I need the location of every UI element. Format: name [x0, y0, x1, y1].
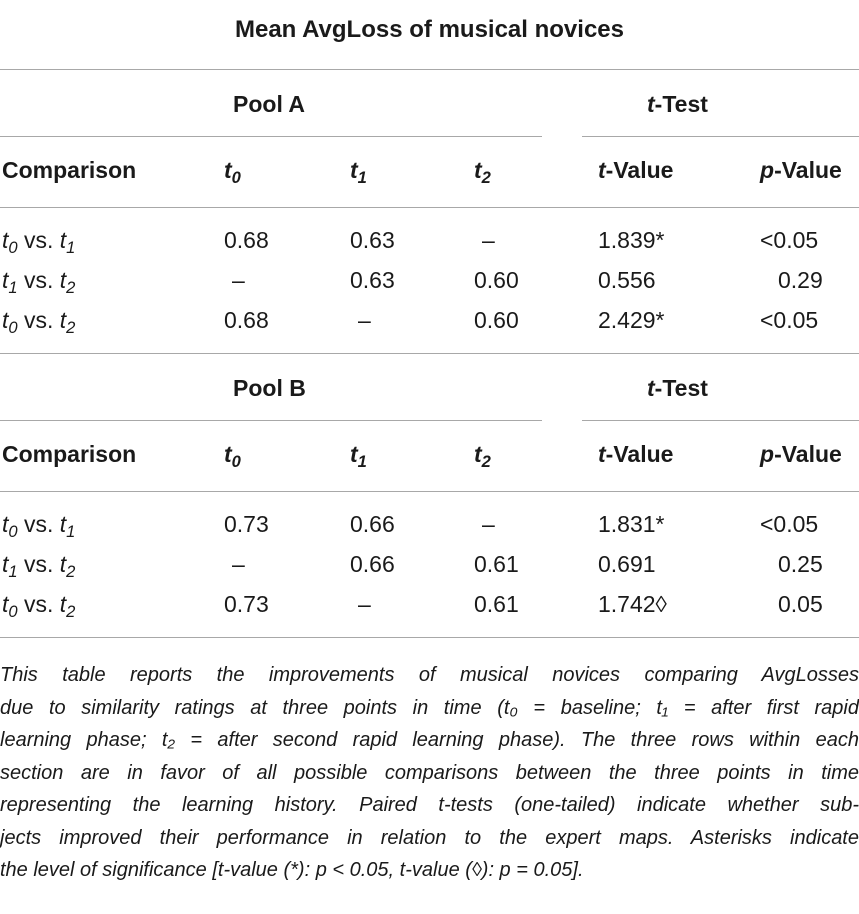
header-comparison: Comparison — [2, 157, 137, 183]
header-p-value: p-Value — [760, 441, 842, 467]
header-t1: t1 — [350, 157, 367, 187]
group-rule-right — [582, 420, 859, 421]
p-value-cell: 0.29 — [778, 267, 823, 293]
value-t2: – — [482, 511, 495, 537]
header-t0: t0 — [224, 441, 241, 471]
value-t0: 0.68 — [224, 307, 269, 333]
comparison-cell: t0 vs. t1 — [2, 511, 76, 541]
table-title: Mean AvgLoss of musical novices — [234, 16, 624, 43]
value-t2: 0.60 — [474, 267, 519, 293]
time-variable: t0 — [2, 307, 18, 337]
caption-line: This table reports the improvements of m… — [0, 664, 859, 686]
header-t2: t2 — [474, 157, 491, 187]
pool-label: Pool B — [233, 375, 306, 401]
value-t1: 0.63 — [350, 227, 395, 253]
section-bottom-rule — [0, 353, 859, 354]
header-rule — [0, 491, 859, 492]
value-t2: – — [482, 227, 495, 253]
value-t1: 0.66 — [350, 551, 395, 577]
time-variable: t2 — [59, 307, 76, 337]
header-t0: t0 — [224, 157, 241, 187]
p-value-cell: <0.05 — [760, 511, 819, 537]
t-value-cell: 1.839* — [598, 227, 665, 253]
header-comparison: Comparison — [2, 441, 137, 467]
t-value-cell: 1.742◊ — [598, 591, 667, 617]
time-variable: t2 — [59, 267, 76, 297]
comparison-cell: t0 vs. t1 — [2, 227, 76, 257]
header-t-value: t-Value — [598, 441, 674, 467]
header-t2: t2 — [474, 441, 491, 471]
test-label: t-Test — [647, 375, 708, 401]
value-t1: 0.66 — [350, 511, 395, 537]
comparison-cell: t1 vs. t2 — [2, 551, 76, 581]
caption-line: the level of significance [t-value (*): … — [0, 859, 584, 881]
caption-line: due to similarity ratings at three point… — [0, 696, 859, 719]
value-t0: 0.73 — [224, 591, 269, 617]
value-t1: – — [358, 591, 371, 617]
caption-line: learning phase; t₂ = after second rapid … — [0, 729, 859, 751]
value-t1: 0.63 — [350, 267, 395, 293]
t-value-cell: 2.429* — [598, 307, 665, 333]
header-t1: t1 — [350, 441, 367, 471]
value-t0: 0.73 — [224, 511, 269, 537]
t-value-cell: 1.831* — [598, 511, 665, 537]
time-variable: t2 — [59, 591, 76, 621]
t-value-cell: 0.691 — [598, 551, 656, 577]
time-variable: t0 — [2, 511, 18, 541]
section-bottom-rule — [0, 637, 859, 638]
value-t0: 0.68 — [224, 227, 269, 253]
caption-line: section are in favor of all possible com… — [0, 761, 859, 784]
p-value-cell: <0.05 — [760, 307, 819, 333]
group-rule-left — [0, 136, 542, 137]
value-t2: 0.61 — [474, 591, 519, 617]
title-rule — [0, 69, 859, 70]
time-variable: t1 — [59, 511, 76, 541]
caption-line: representing the learning history. Paire… — [0, 794, 859, 816]
time-variable: t1 — [2, 267, 18, 297]
pool-label: Pool A — [233, 91, 305, 117]
value-t2: 0.61 — [474, 551, 519, 577]
time-variable: t0 — [2, 591, 18, 621]
comparison-cell: t0 vs. t2 — [2, 591, 76, 621]
value-t0: – — [232, 551, 245, 577]
table-caption: This table reports the improvements of m… — [0, 659, 859, 887]
group-rule-right — [582, 136, 859, 137]
p-value-cell: 0.25 — [778, 551, 823, 577]
time-variable: t2 — [59, 551, 76, 581]
comparison-cell: t0 vs. t2 — [2, 307, 76, 337]
caption-line: jects improved their performance in rela… — [0, 826, 859, 849]
header-rule — [0, 207, 859, 208]
time-variable: t1 — [59, 227, 76, 257]
value-t1: – — [358, 307, 371, 333]
time-variable: t0 — [2, 227, 18, 257]
value-t0: – — [232, 267, 245, 293]
header-p-value: p-Value — [760, 157, 842, 183]
value-t2: 0.60 — [474, 307, 519, 333]
p-value-cell: <0.05 — [760, 227, 819, 253]
group-rule-left — [0, 420, 542, 421]
p-value-cell: 0.05 — [778, 591, 823, 617]
time-variable: t1 — [2, 551, 18, 581]
comparison-cell: t1 vs. t2 — [2, 267, 76, 297]
header-t-value: t-Value — [598, 157, 674, 183]
test-label: t-Test — [647, 91, 708, 117]
t-value-cell: 0.556 — [598, 267, 656, 293]
